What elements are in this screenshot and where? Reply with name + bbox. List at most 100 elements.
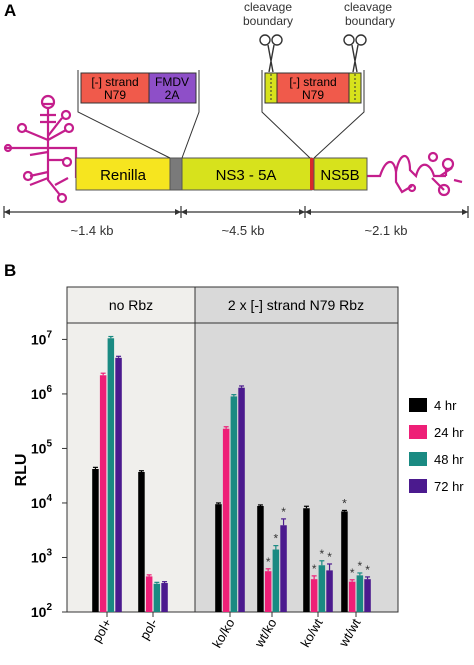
scissors-icon [259,34,283,73]
right-insert-line1: [-] strand [289,75,336,89]
x-axis-labels: pol+ pol-ko/ko wt/ko ko/wt wt/wt [89,612,364,651]
legend-swatch [409,479,427,493]
y-axis-ticks: 102 103 104 105 106 107 [31,329,67,620]
x-tick-label: ko/ko [209,616,238,650]
size-scale [3,206,469,218]
y-axis-label: RLU [13,454,30,487]
rna-stemloop-icon [367,151,463,197]
significance-star: * [320,547,325,561]
bar-wt-wt-72hr [364,579,371,612]
panel-a: A [3,0,469,238]
bar-pol+-4hr [92,468,99,612]
bar-pol+-72hr [115,357,122,612]
significance-star: * [274,532,279,546]
bar-wt-ko-4hr [257,505,264,612]
y-tick-label: 106 [31,384,53,402]
size-label-2: ~4.5 kb [221,223,264,238]
right-insert-callout: [-] strand N79 [261,70,365,159]
panel-b-label: B [4,261,16,280]
significance-star: * [312,562,317,576]
right-insert-line2: N79 [302,88,324,102]
panel-b: B no Rbz 2 x [-] strand N79 Rbz RLU 1021… [4,261,464,651]
bar-pol+-48hr [107,338,115,612]
renilla-segment [75,157,171,191]
y-tick-label: 103 [31,547,53,565]
scissors-icon [343,34,367,73]
y-tick-label: 104 [31,493,53,511]
x-tick-label: pol+ [89,616,114,645]
x-tick-label: ko/wt [297,616,325,650]
cleavage-left-line2: boundary [243,14,293,28]
y-tick-exponent: 4 [46,493,52,504]
significance-star: * [266,555,271,569]
bar-wt-ko-24hr [264,571,272,612]
significance-star: * [358,559,363,573]
bars: ***** *** * * [92,335,371,612]
ns3-5a-segment [181,157,313,191]
y-tick-exponent: 3 [46,547,52,558]
group-label-rbz: 2 x [-] strand N79 Rbz [228,297,364,313]
y-tick-exponent: 5 [46,438,52,449]
bar-ko-ko-48hr [230,396,238,612]
group-label-no-rbz: no Rbz [109,297,153,313]
fmdv-line1: FMDV [155,75,189,89]
bar-ko-wt-24hr [310,579,318,612]
y-tick-label: 102 [31,602,53,620]
significance-star: * [281,505,286,519]
group-bg-no-rbz [66,286,196,613]
legend-swatch [409,425,427,439]
renilla-label: Renilla [100,167,147,184]
left-insert-strand-box [80,72,150,104]
bar-wt-ko-48hr [272,549,280,612]
x-tick-label: wt/ko [251,616,280,651]
panel-a-label: A [4,1,16,20]
ribozyme-insertion-marker [310,158,314,190]
bar-wt-wt-24hr [348,581,356,612]
bar-wt-wt-48hr [356,575,364,612]
significance-star: * [350,566,355,580]
left-insert-line2: N79 [104,88,126,102]
y-tick-exponent: 2 [46,602,52,613]
legend-swatch [409,452,427,466]
ns5b-label: NS5B [320,167,359,184]
legend-swatch [409,398,427,412]
legend-label: 4 hr [434,398,457,413]
bar-ko-ko-24hr [222,428,230,612]
significance-star: * [327,550,332,564]
bar-wt-ko-72hr [280,525,287,612]
cleavage-left-line1: cleavage [244,0,292,14]
size-label-3: ~2.1 kb [364,223,407,238]
bar-pol--4hr [138,471,145,612]
rna-stemloop-icon [3,94,78,204]
bar-ko-wt-4hr [303,508,310,612]
left-insert-fmdv-box [148,72,197,104]
bar-pol--72hr [161,583,168,612]
bar-pol+-24hr [99,375,107,612]
bar-pol--48hr [153,583,161,612]
legend-label: 24 hr [434,425,464,440]
x-tick-label: pol- [137,616,161,642]
significance-star: * [365,563,370,577]
y-tick-label: 107 [31,329,53,347]
bar-ko-wt-48hr [318,565,326,612]
ns3-5a-label: NS3 - 5A [216,167,277,184]
bar-wt-wt-4hr [341,511,348,612]
left-insert-callout: [-] strand N79 FMDV 2A [77,70,200,159]
significance-star: * [342,496,347,510]
cleavage-right-line2: boundary [345,14,395,28]
y-tick-label: 105 [31,438,53,456]
legend-label: 72 hr [434,479,464,494]
size-label-1: ~1.4 kb [70,223,113,238]
legend-label: 48 hr [434,452,464,467]
bar-pol--24hr [145,576,153,612]
x-tick-label: wt/wt [335,616,363,650]
legend: 4 hr 24 hr 48 hr 72 hr [409,398,464,494]
cleavage-right-line1: cleavage [344,0,392,14]
bar-ko-ko-4hr [215,504,222,612]
bar-ko-wt-72hr [326,570,333,612]
fmdv-linker-segment [169,157,183,191]
bar-ko-ko-72hr [238,387,245,612]
y-tick-exponent: 6 [46,384,52,395]
left-insert-line1: [-] strand [91,75,138,89]
